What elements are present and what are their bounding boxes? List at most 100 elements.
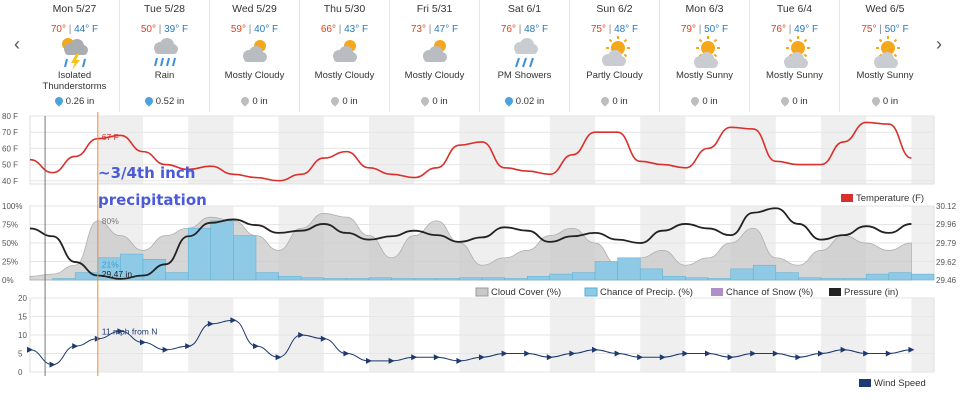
cursor-temp-label: 67 F (102, 132, 119, 142)
wind-arrow-marker (27, 346, 33, 353)
percent-tick-label: 75% (2, 221, 18, 230)
forecast-day[interactable]: Sun 6/2 75° | 48° F Partly Cloudy 0 in (570, 0, 660, 112)
temp-separator: | (335, 24, 345, 35)
forecast-chart: 40 F 50 F 60 F 70 F 80 F 0% 25% 50% 75% 100% 29.46… (2, 112, 957, 389)
prev-days-button[interactable]: ‹ (14, 34, 20, 54)
condition-label: Mostly Cloudy (404, 70, 465, 81)
night-band (911, 116, 934, 184)
wind-arrow-marker (140, 339, 146, 346)
precip-value: 0 in (792, 96, 808, 107)
precip-bar (323, 278, 347, 281)
day-name: Mon 6/3 (685, 3, 724, 15)
precip-amount: 0 in (390, 95, 479, 107)
day-name: Sat 6/1 (507, 3, 542, 15)
forecast-day[interactable]: Wed 6/5 75° | 50° F Mostly Sunny 0 in (840, 0, 930, 112)
precip-bar (165, 272, 189, 281)
night-band (549, 116, 595, 184)
precip-bar (255, 272, 279, 281)
temp-separator: | (155, 24, 165, 35)
raindrop-icon (870, 95, 882, 107)
wind-arrow-marker (795, 354, 802, 361)
low-temp: 43° F (344, 24, 369, 35)
day-name: Tue 5/28 (143, 3, 186, 15)
precip-bar (459, 277, 483, 281)
precip-amount: 0 in (660, 95, 749, 107)
mostly-sunny-icon (778, 36, 812, 70)
wind-legend-label: Wind Speed (874, 378, 926, 389)
high-temp: 76° (770, 24, 786, 35)
precip-bar (572, 272, 596, 281)
wind-tick-label: 5 (18, 350, 23, 359)
pressure-tick-label: 29.79 (936, 239, 957, 248)
condition-label: PM Showers (497, 70, 552, 81)
wind-arrow-marker (72, 343, 79, 350)
wind-arrow-marker (207, 320, 214, 327)
wind-arrow-marker (49, 361, 56, 368)
pressure-tick-label: 30.12 (936, 202, 957, 211)
temp-separator: | (425, 24, 435, 35)
condition-label: Partly Cloudy (586, 70, 643, 81)
pressure-tick-label: 29.46 (936, 276, 957, 285)
forecast-day[interactable]: Fri 5/31 73° | 47° F Mostly Cloudy 0 in (390, 0, 480, 112)
precip-bar (481, 277, 505, 281)
showers-icon (508, 36, 542, 70)
wind-arrow-marker (818, 350, 824, 357)
wind-arrow-marker (840, 346, 847, 353)
precip-legend-swatch (584, 287, 598, 297)
precip-value: 0 in (252, 96, 268, 107)
temp-tick-label: 50 F (2, 161, 18, 170)
forecast-day[interactable]: Tue 5/28 50° | 39° F Rain 0.52 in (120, 0, 210, 112)
precip-amount: 0 in (840, 95, 930, 107)
high-temp: 79° (680, 24, 696, 35)
condition-label: Rain (154, 70, 175, 81)
forecast-day[interactable]: Wed 5/29 59° | 40° F Mostly Cloudy 0 in (210, 0, 300, 112)
temp-separator: | (785, 24, 795, 35)
high-temp: 75° (590, 24, 606, 35)
wind-arrow-marker (388, 357, 395, 364)
day-name: Fri 5/31 (416, 3, 453, 15)
precip-bar (911, 273, 935, 281)
thunderstorm-icon (58, 36, 92, 70)
temperature-line (29, 121, 912, 182)
wind-arrow-marker (592, 346, 598, 353)
precip-bar (843, 278, 867, 281)
precip-value: 0.02 in (515, 96, 545, 107)
wind-arrow-marker (275, 354, 282, 361)
high-temp: 76° (500, 24, 516, 35)
wind-arrow-marker (569, 350, 576, 357)
forecast-day[interactable]: Mon 5/27 70° | 44° F Isolated Thunderstorm… (30, 0, 120, 112)
precip-bar (820, 278, 844, 281)
precip-bar (798, 277, 822, 281)
wind-arrow-marker (659, 354, 666, 361)
low-temp: 49° F (794, 24, 819, 35)
forecast-day[interactable]: Thu 5/30 66° | 43° F Mostly Cloudy 0 in (300, 0, 390, 112)
next-days-button[interactable]: › (936, 34, 942, 54)
raindrop-icon (239, 95, 251, 107)
low-temp: 44° F (74, 24, 99, 35)
day-name: Wed 5/29 (232, 3, 277, 15)
forecast-day[interactable]: Sat 6/1 76° | 48° F PM Showers 0.02 in (480, 0, 570, 112)
precip-bar (52, 278, 76, 281)
forecast-day[interactable]: Mon 6/3 79° | 50° F Mostly Sunny 0 in (660, 0, 750, 112)
partly-cloudy-icon (598, 36, 632, 70)
temp-tick-label: 70 F (2, 128, 18, 137)
forecast-day[interactable]: Tue 6/4 76° | 49° F Mostly Sunny 0 in (750, 0, 840, 112)
precip-bar (504, 278, 528, 281)
precip-bar (888, 272, 912, 281)
day-name: Mon 5/27 (52, 3, 97, 15)
precip-value: 0 in (882, 96, 899, 107)
day-temps: 75° | 50° F (840, 24, 930, 35)
day-name: Thu 5/30 (323, 3, 366, 15)
wind-arrow-marker (727, 354, 734, 361)
precip-amount: 0.26 in (30, 95, 119, 107)
precip-bar (436, 278, 460, 281)
wind-arrow-marker (320, 335, 327, 342)
low-temp: 40° F (254, 24, 279, 35)
night-band (97, 116, 143, 184)
forecast-strip: Mon 5/27 70° | 44° F Isolated Thunderstorm… (30, 0, 930, 112)
wind-arrow-marker (117, 328, 124, 335)
day-temps: 76° | 48° F (480, 24, 569, 35)
precip-bar (617, 257, 641, 281)
wind-arrow-marker (682, 350, 689, 357)
wind-arrow-marker (863, 350, 870, 357)
